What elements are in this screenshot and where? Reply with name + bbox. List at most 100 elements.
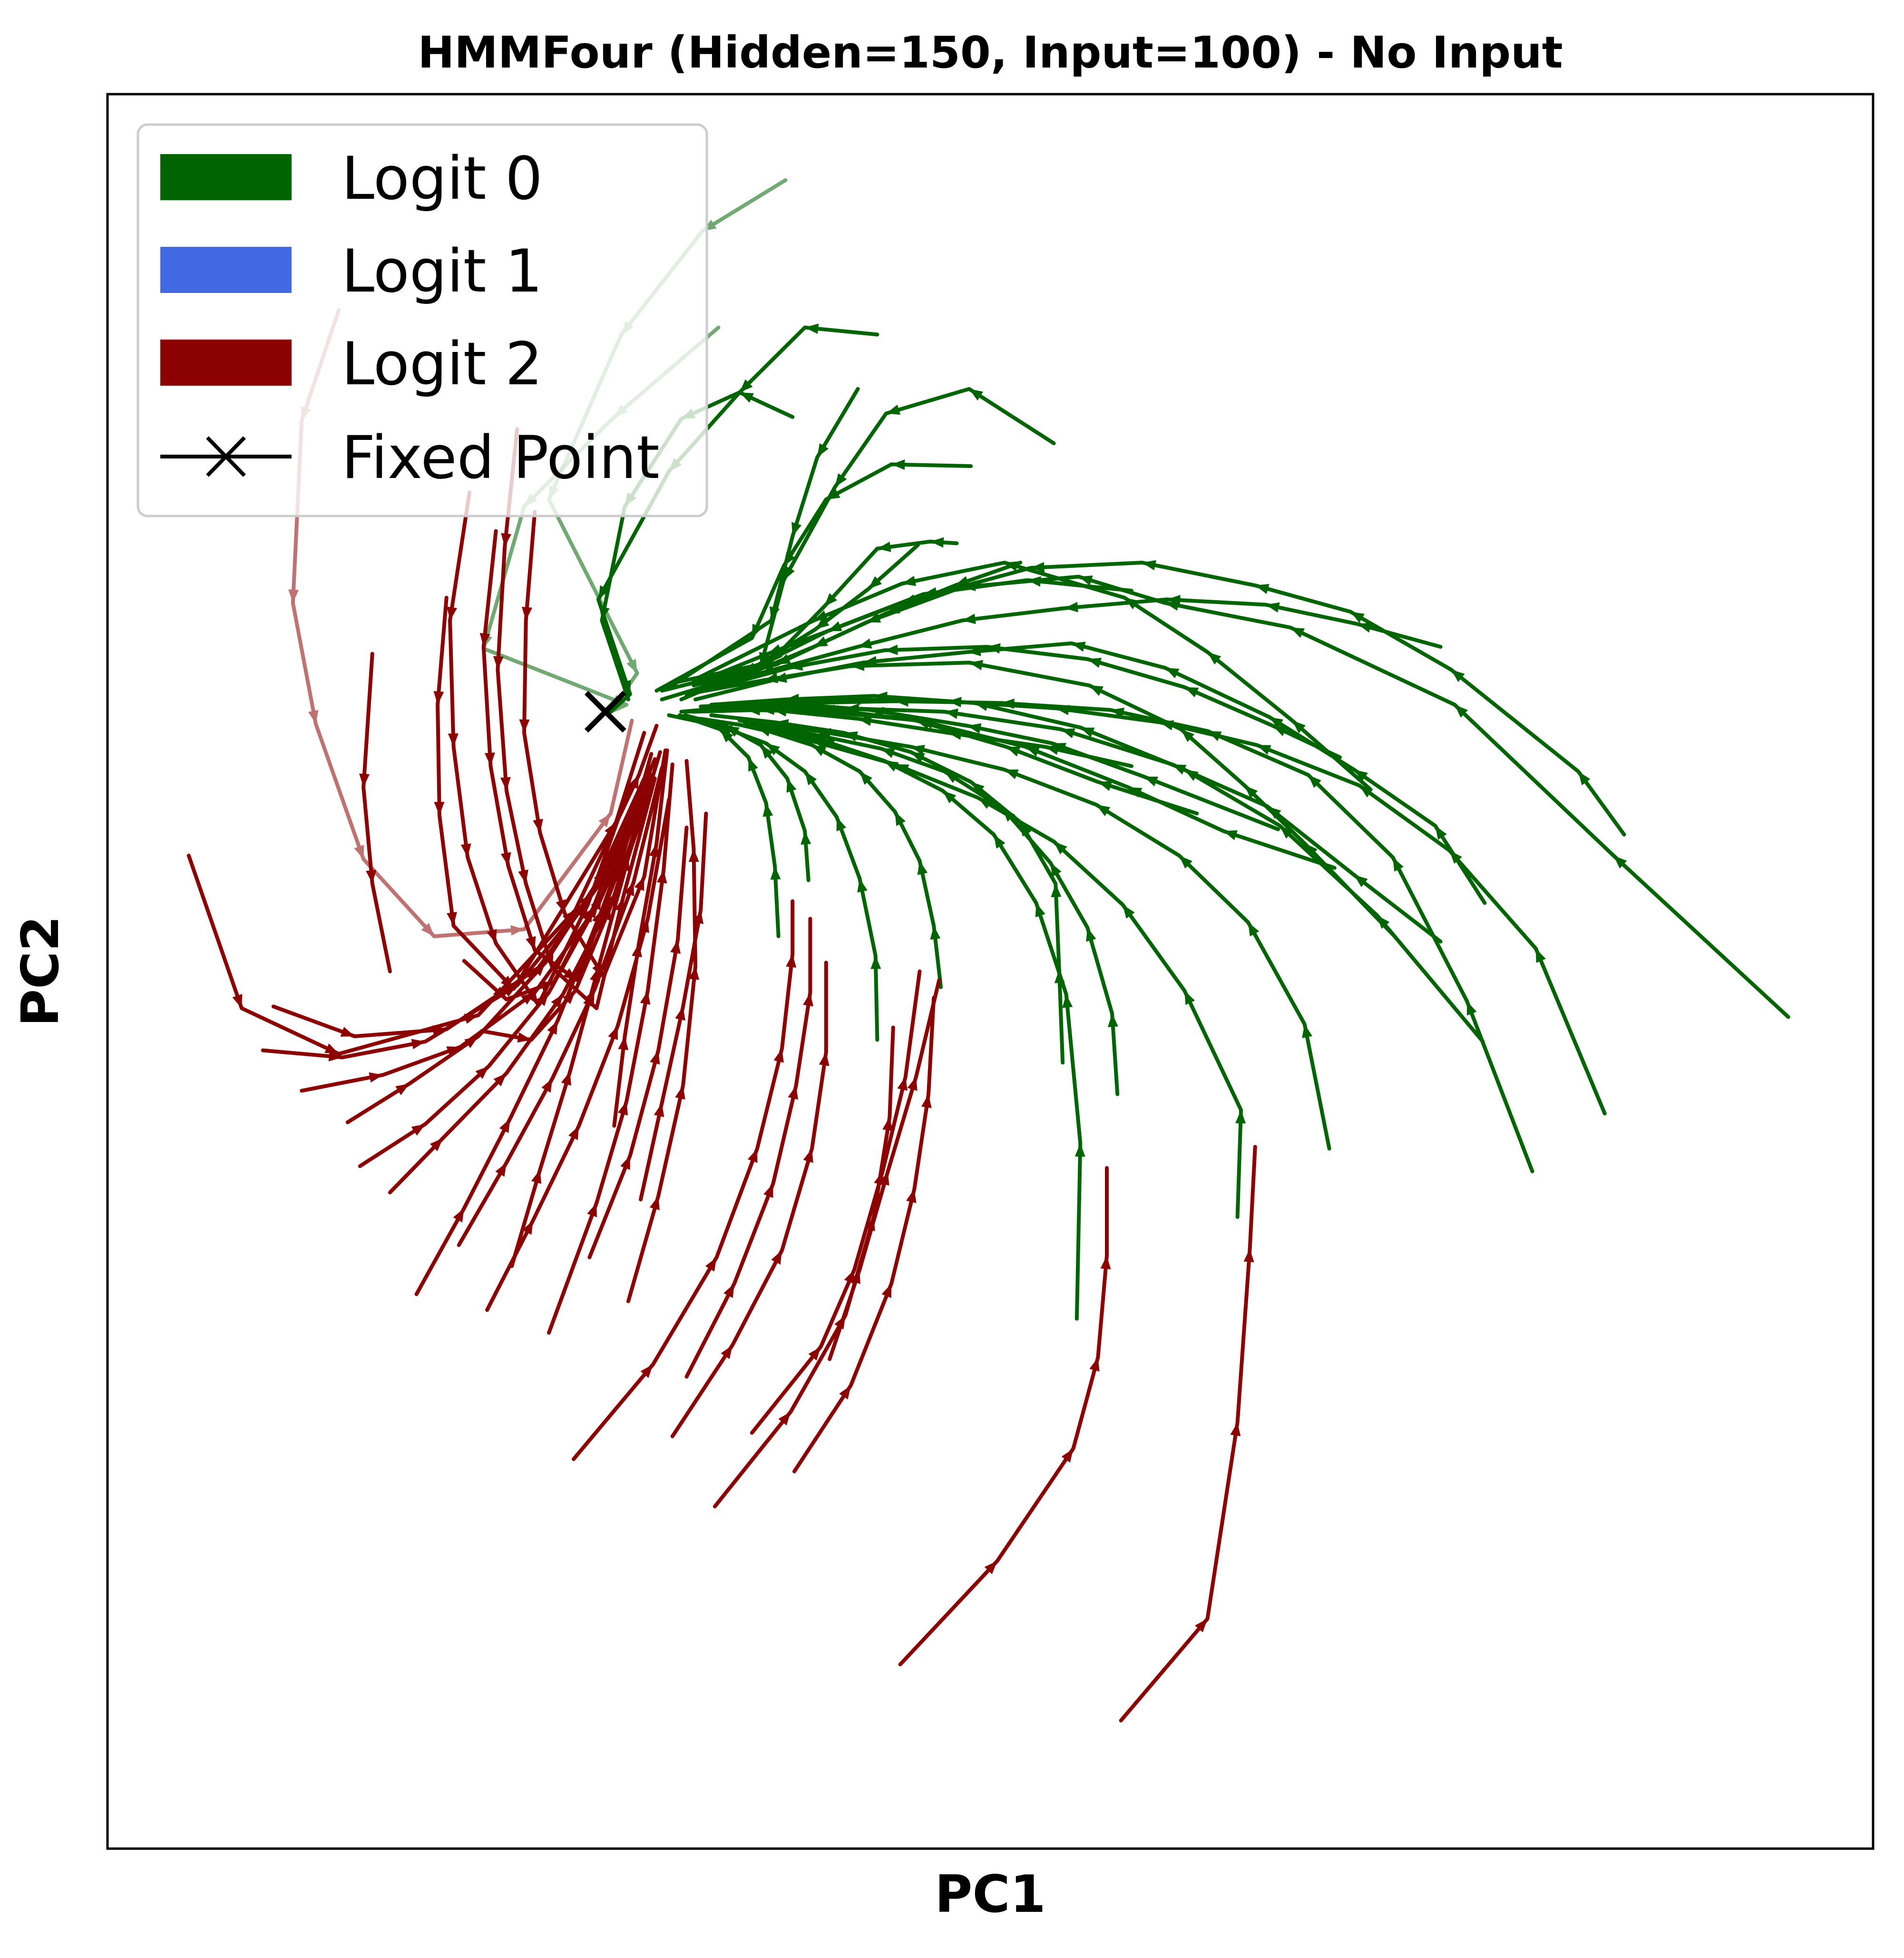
trajectory-arrowhead (757, 726, 771, 737)
trajectory-arrowhead (788, 1085, 798, 1100)
trajectory-arrowhead (881, 1284, 892, 1298)
trajectory-arrowhead (430, 1138, 443, 1151)
trajectory-arrowhead (824, 708, 838, 718)
trajectory-arrowhead (656, 869, 667, 884)
trajectory-arrowhead (1061, 1448, 1074, 1463)
trajectory-arrowhead (421, 923, 434, 936)
trajectory-arrowhead (517, 1032, 531, 1043)
trajectory-arrowhead (1160, 720, 1174, 731)
trajectory-arrowhead (759, 653, 773, 664)
trajectory-arrowhead (819, 1052, 830, 1066)
trajectory-arrowhead (845, 703, 859, 714)
trajectory-arrowhead (917, 861, 928, 875)
trajectory-line (684, 916, 812, 1379)
trajectory-arrowhead (843, 731, 858, 742)
trajectory-arrowhead (984, 1561, 997, 1574)
trajectory-arrowhead (986, 643, 1001, 654)
trajectory-arrowhead (739, 392, 754, 403)
trajectory-arrowhead (803, 1149, 813, 1163)
trajectory-arrowhead (868, 576, 882, 589)
trajectory-arrowhead (930, 537, 944, 548)
trajectory (626, 759, 700, 1303)
trajectory-arrowhead (1435, 826, 1447, 840)
trajectory (743, 722, 1120, 1096)
trajectory-arrowhead (791, 522, 802, 536)
trajectory (693, 641, 1487, 905)
trajectory-arrowhead (942, 790, 957, 804)
trajectory-arrowhead (495, 1162, 507, 1177)
trajectory-arrowhead (232, 994, 243, 1008)
trajectory-arrowhead (1089, 1357, 1100, 1372)
trajectory-arrowhead (1308, 775, 1321, 788)
trajectory-arrowhead (882, 1117, 893, 1131)
trajectory (665, 387, 860, 691)
trajectory-arrowhead (640, 1364, 653, 1378)
trajectory-line (750, 969, 922, 1435)
trajectory-arrowhead (1035, 903, 1045, 917)
trajectory-arrowhead (1181, 729, 1195, 742)
trajectory-arrowhead (828, 621, 842, 631)
trajectory (639, 811, 708, 1202)
trajectory-arrowhead (858, 638, 872, 649)
legend: Logit 0 Logit 1 Logit 2 Fixed Point (137, 123, 708, 517)
trajectory-arrowhead (453, 1208, 464, 1223)
trajectory-arrowhead (518, 869, 528, 884)
trajectory-arrowhead (1086, 927, 1096, 942)
trajectory-arrowhead (720, 729, 733, 742)
trajectory-arrowhead (1613, 856, 1627, 869)
trajectory (684, 916, 813, 1379)
trajectory-line (457, 766, 664, 1247)
trajectory-arrowhead (1025, 747, 1040, 757)
trajectory-line (679, 578, 1133, 701)
trajectory-arrowhead (395, 1083, 410, 1095)
trajectory-arrowhead (1080, 727, 1095, 738)
trajectory-arrowhead (547, 1020, 558, 1035)
trajectory-arrowhead (962, 614, 976, 624)
legend-entry-logit-1: Logit 1 (160, 237, 543, 306)
trajectory-arrowhead (886, 604, 901, 614)
trajectory-arrowhead (618, 1036, 629, 1051)
trajectory-arrowhead (620, 1155, 630, 1170)
trajectory (359, 652, 392, 974)
legend-entry-fixed-point: Fixed Point (160, 424, 660, 492)
trajectory-arrowhead (884, 644, 898, 655)
trajectory (457, 766, 664, 1247)
trajectory-arrowhead (551, 994, 563, 1008)
trajectory-arrowhead (826, 488, 840, 500)
trajectory-arrowhead (813, 732, 828, 742)
trajectory-arrowhead (519, 719, 530, 733)
trajectory (670, 961, 830, 1439)
trajectory-arrowhead (865, 1217, 875, 1231)
trajectory-arrowhead (434, 802, 445, 816)
trajectory-arrowhead (747, 1149, 758, 1163)
trajectory-arrowhead (599, 606, 610, 621)
trajectory (414, 773, 654, 1296)
trajectory-arrowhead (1272, 726, 1287, 736)
trajectory-arrowhead (1449, 850, 1462, 864)
trajectory-arrowhead (1165, 668, 1180, 679)
trajectory-arrowhead (675, 1006, 685, 1021)
trajectory-arrowhead (813, 636, 828, 647)
trajectory-arrowhead (1357, 622, 1372, 633)
trajectory-arrowhead (739, 379, 753, 393)
trajectory-arrowhead (803, 992, 813, 1007)
trajectory-arrowhead (531, 1169, 542, 1184)
trajectory-arrowhead (340, 1027, 355, 1037)
trajectory-arrowhead (815, 617, 830, 630)
trajectory-arrowhead (624, 882, 634, 896)
trajectory (1119, 1145, 1257, 1723)
trajectory-arrowhead (288, 589, 299, 603)
trajectory-arrowhead (654, 1103, 664, 1117)
trajectory-arrowhead (522, 1220, 533, 1235)
trajectory-arrowhead (1451, 670, 1465, 682)
trajectory-arrowhead (911, 752, 925, 763)
trajectory-arrowhead (863, 656, 877, 667)
trajectory-arrowhead (1031, 562, 1045, 573)
trajectory-line (692, 561, 1372, 791)
trajectory-arrowhead (1536, 948, 1546, 963)
trajectory-line (670, 961, 828, 1439)
trajectory-arrowhead (1078, 575, 1093, 586)
trajectory-arrowhead (808, 1346, 821, 1361)
trajectory-line (626, 759, 698, 1303)
trajectory-arrowhead (1061, 728, 1075, 739)
